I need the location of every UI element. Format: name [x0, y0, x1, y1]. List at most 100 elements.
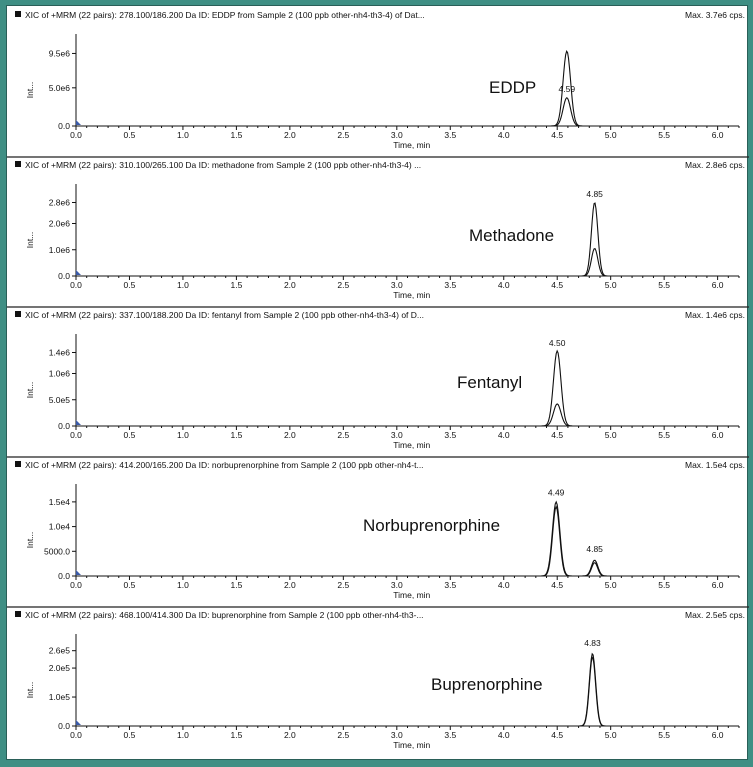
- x-axis-label: Time, min: [393, 290, 430, 300]
- peak-rt-label: 4.85: [586, 544, 603, 554]
- x-tick-label: 4.5: [551, 280, 563, 290]
- panel-marker: [15, 311, 21, 317]
- x-tick-label: 5.0: [605, 130, 617, 140]
- chromatogram-trace-1: [76, 50, 739, 127]
- y-axis-label: Int...: [25, 382, 35, 399]
- compound-label: Norbuprenorphine: [363, 516, 500, 535]
- x-tick-label: 6.0: [712, 430, 724, 440]
- x-tick-label: 5.5: [658, 430, 670, 440]
- x-tick-label: 0.5: [124, 280, 136, 290]
- y-tick-label: 0.0: [58, 571, 70, 581]
- x-tick-label: 1.5: [230, 730, 242, 740]
- x-tick-label: 1.5: [230, 580, 242, 590]
- y-tick-label: 1.0e6: [49, 369, 71, 379]
- x-tick-label: 3.5: [444, 580, 456, 590]
- axis-origin-marker: [76, 720, 81, 725]
- peak-rt-label: 4.83: [584, 638, 601, 648]
- y-tick-label: 0.0: [58, 271, 70, 281]
- x-tick-label: 5.5: [658, 730, 670, 740]
- compound-label: Fentanyl: [457, 373, 522, 392]
- x-tick-label: 4.5: [551, 430, 563, 440]
- x-tick-label: 2.5: [337, 280, 349, 290]
- x-tick-label: 6.0: [712, 730, 724, 740]
- x-tick-label: 2.5: [337, 130, 349, 140]
- y-tick-label: 5000.0: [44, 546, 70, 556]
- x-tick-label: 4.0: [498, 580, 510, 590]
- panel-header: XIC of +MRM (22 pairs): 310.100/265.100 …: [25, 160, 421, 170]
- chromatogram-trace-1: [76, 202, 739, 277]
- peak-rt-label: 4.59: [559, 84, 576, 94]
- max-intensity-label: Max. 2.8e6 cps.: [685, 160, 745, 170]
- x-tick-label: 1.0: [177, 130, 189, 140]
- y-tick-label: 9.5e6: [49, 48, 71, 58]
- x-tick-label: 4.5: [551, 730, 563, 740]
- x-tick-label: 3.5: [444, 130, 456, 140]
- chromatogram-figure: XIC of +MRM (22 pairs): 278.100/186.200 …: [7, 10, 749, 750]
- y-tick-label: 0.0: [58, 421, 70, 431]
- x-tick-label: 2.0: [284, 280, 296, 290]
- x-tick-label: 0.0: [70, 130, 82, 140]
- axis-origin-marker: [76, 270, 81, 275]
- x-tick-label: 0.0: [70, 280, 82, 290]
- x-tick-label: 6.0: [712, 580, 724, 590]
- panel-marker: [15, 611, 21, 617]
- x-tick-label: 3.5: [444, 730, 456, 740]
- x-tick-label: 0.5: [124, 430, 136, 440]
- panel-header: XIC of +MRM (22 pairs): 337.100/188.200 …: [25, 310, 424, 320]
- y-tick-label: 2.0e6: [49, 219, 71, 229]
- peak-rt-label: 4.85: [586, 189, 603, 199]
- x-tick-label: 6.0: [712, 280, 724, 290]
- y-axis-label: Int...: [25, 232, 35, 249]
- x-tick-label: 1.5: [230, 430, 242, 440]
- chromatogram-trace-2: [76, 656, 739, 727]
- x-tick-label: 1.5: [230, 130, 242, 140]
- x-tick-label: 5.0: [605, 730, 617, 740]
- peak-rt-label: 4.49: [548, 487, 565, 497]
- x-tick-label: 6.0: [712, 130, 724, 140]
- x-tick-label: 2.0: [284, 130, 296, 140]
- x-tick-label: 1.0: [177, 580, 189, 590]
- x-tick-label: 4.0: [498, 730, 510, 740]
- y-tick-label: 2.8e6: [49, 198, 71, 208]
- x-axis-label: Time, min: [393, 590, 430, 600]
- chromatogram-trace-2: [76, 97, 739, 127]
- x-tick-label: 3.5: [444, 280, 456, 290]
- peak-rt-label: 4.50: [549, 338, 566, 348]
- y-tick-label: 1.0e6: [49, 245, 71, 255]
- y-tick-label: 1.5e4: [49, 497, 71, 507]
- y-tick-label: 2.0e5: [49, 663, 71, 673]
- x-tick-label: 1.0: [177, 430, 189, 440]
- y-tick-label: 1.4e6: [49, 348, 71, 358]
- x-tick-label: 0.5: [124, 580, 136, 590]
- chromatogram-trace-1: [76, 349, 739, 427]
- x-tick-label: 2.0: [284, 430, 296, 440]
- panel-header: XIC of +MRM (22 pairs): 278.100/186.200 …: [25, 10, 425, 20]
- x-tick-label: 4.5: [551, 130, 563, 140]
- y-axis-label: Int...: [25, 682, 35, 699]
- chromatogram-trace-1: [76, 500, 739, 577]
- x-tick-label: 4.0: [498, 280, 510, 290]
- panel-marker: [15, 461, 21, 467]
- max-intensity-label: Max. 1.5e4 cps.: [685, 460, 745, 470]
- x-tick-label: 2.5: [337, 580, 349, 590]
- compound-label: Buprenorphine: [431, 675, 543, 694]
- panel-marker: [15, 161, 21, 167]
- y-tick-label: 2.6e5: [49, 646, 71, 656]
- x-tick-label: 0.5: [124, 130, 136, 140]
- x-tick-label: 3.0: [391, 430, 403, 440]
- chromatogram-trace-1: [76, 652, 739, 727]
- max-intensity-label: Max. 2.5e5 cps.: [685, 610, 745, 620]
- x-tick-label: 3.0: [391, 280, 403, 290]
- x-tick-label: 1.0: [177, 730, 189, 740]
- axis-origin-marker: [76, 570, 81, 575]
- y-tick-label: 0.0: [58, 721, 70, 731]
- x-tick-label: 3.5: [444, 430, 456, 440]
- x-axis-label: Time, min: [393, 140, 430, 150]
- x-tick-label: 5.0: [605, 280, 617, 290]
- x-tick-label: 5.5: [658, 130, 670, 140]
- x-tick-label: 3.0: [391, 130, 403, 140]
- y-tick-label: 0.0: [58, 121, 70, 131]
- x-tick-label: 3.0: [391, 580, 403, 590]
- x-tick-label: 5.5: [658, 280, 670, 290]
- chromatogram-stack: XIC of +MRM (22 pairs): 278.100/186.200 …: [6, 5, 749, 760]
